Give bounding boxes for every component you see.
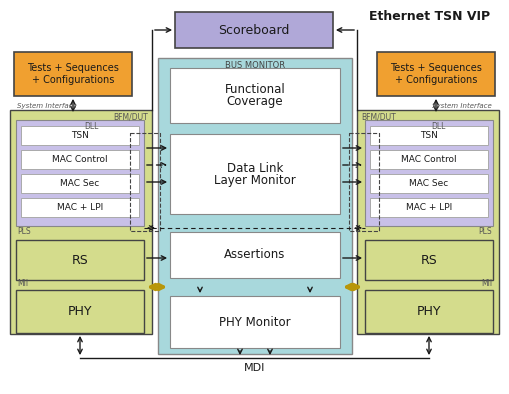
Text: MII: MII xyxy=(481,279,492,288)
Bar xyxy=(16,120,144,226)
Text: System Interface: System Interface xyxy=(17,103,77,109)
Bar xyxy=(357,110,499,334)
Bar xyxy=(377,52,495,96)
Text: Layer Monitor: Layer Monitor xyxy=(214,173,296,186)
Bar xyxy=(170,68,340,123)
Bar xyxy=(10,110,152,334)
Text: Tests + Sequences: Tests + Sequences xyxy=(390,63,482,73)
Text: PHY: PHY xyxy=(417,305,441,318)
Bar xyxy=(16,240,144,280)
Bar xyxy=(170,296,340,348)
Bar xyxy=(21,174,139,193)
Text: MAC + LPI: MAC + LPI xyxy=(57,203,103,212)
Text: MAC Control: MAC Control xyxy=(401,155,457,164)
Text: PLS: PLS xyxy=(17,227,31,236)
Bar xyxy=(130,133,160,231)
Bar xyxy=(365,290,493,333)
Text: + Configurations: + Configurations xyxy=(395,75,477,85)
Bar xyxy=(370,174,488,193)
Bar xyxy=(370,150,488,169)
Bar xyxy=(349,133,379,231)
Text: + Configurations: + Configurations xyxy=(32,75,114,85)
Bar xyxy=(365,240,493,280)
Text: Assertions: Assertions xyxy=(224,249,286,262)
Bar xyxy=(158,58,352,354)
Text: MAC Sec: MAC Sec xyxy=(61,179,100,188)
Text: Ethernet TSN VIP: Ethernet TSN VIP xyxy=(369,10,490,23)
Text: System Interface: System Interface xyxy=(432,103,492,109)
Text: DLL: DLL xyxy=(84,121,98,130)
Bar xyxy=(21,198,139,217)
Text: MAC + LPI: MAC + LPI xyxy=(406,203,452,212)
Text: PLS: PLS xyxy=(478,227,492,236)
Text: MII: MII xyxy=(17,279,28,288)
Text: Data Link: Data Link xyxy=(227,162,283,175)
Bar xyxy=(16,290,144,333)
Text: Tests + Sequences: Tests + Sequences xyxy=(27,63,119,73)
Bar xyxy=(170,232,340,278)
Bar xyxy=(175,12,333,48)
Bar xyxy=(370,126,488,145)
Text: Functional: Functional xyxy=(224,83,286,96)
Text: PHY: PHY xyxy=(68,305,92,318)
Text: PHY Monitor: PHY Monitor xyxy=(219,316,291,329)
Text: RS: RS xyxy=(72,253,89,266)
Text: MAC Control: MAC Control xyxy=(52,155,108,164)
Text: BUS MONITOR: BUS MONITOR xyxy=(225,61,285,69)
Text: BFM/DUT: BFM/DUT xyxy=(361,113,396,121)
Bar xyxy=(14,52,132,96)
Text: Scoreboard: Scoreboard xyxy=(218,24,290,37)
Bar xyxy=(21,126,139,145)
Bar xyxy=(365,120,493,226)
Text: TSN: TSN xyxy=(420,131,438,140)
Text: RS: RS xyxy=(420,253,437,266)
Text: TSN: TSN xyxy=(71,131,89,140)
Text: MAC Sec: MAC Sec xyxy=(409,179,448,188)
Text: MDI: MDI xyxy=(244,363,265,373)
Text: BFM/DUT: BFM/DUT xyxy=(113,113,148,121)
Bar xyxy=(21,150,139,169)
Bar xyxy=(370,198,488,217)
Text: DLL: DLL xyxy=(431,121,445,130)
Text: Coverage: Coverage xyxy=(227,95,284,108)
Bar xyxy=(170,134,340,214)
